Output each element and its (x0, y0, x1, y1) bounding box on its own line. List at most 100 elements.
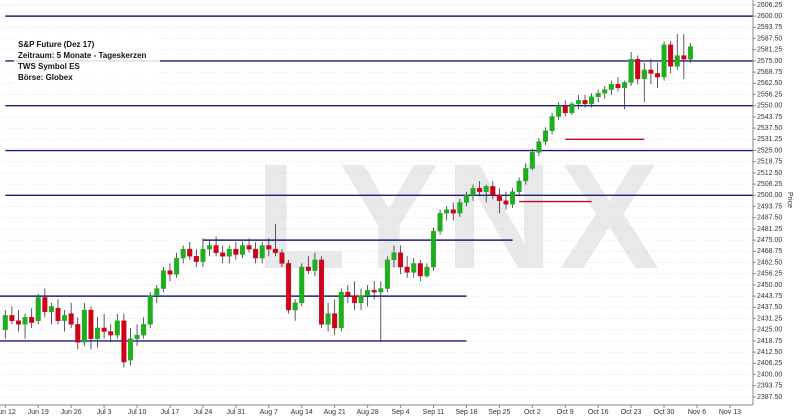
candle-body (95, 327, 101, 339)
candle-body (213, 245, 219, 253)
candle-body (174, 257, 180, 275)
candle-body (622, 82, 628, 89)
candle-body (246, 245, 252, 250)
y-tick-label: 2475.00 (757, 237, 782, 244)
candle-body (641, 69, 647, 80)
candle-body (371, 290, 377, 293)
candle-body (233, 248, 239, 255)
x-tick-label: Jun 26 (61, 409, 82, 416)
candle-body (490, 186, 496, 196)
candle-body (470, 187, 476, 196)
candle-body (338, 291, 344, 329)
y-tick-label: 2550.00 (757, 103, 782, 110)
candle-body (417, 263, 423, 277)
y-tick-label: 2393.75 (757, 383, 782, 390)
x-tick-label: Nov 6 (688, 409, 706, 416)
candle-body (575, 100, 581, 105)
y-tick-label: 2481.25 (757, 226, 782, 233)
y-tick-label: 2506.25 (757, 181, 782, 188)
x-tick-label: Aug 21 (324, 409, 346, 416)
candle-body (193, 256, 199, 262)
candle-body (516, 180, 522, 192)
y-tick-label: 2462.50 (757, 259, 782, 266)
y-tick-label: 2450.00 (757, 282, 782, 289)
candle-body (549, 116, 555, 132)
candle-body (147, 295, 153, 325)
candle-body (687, 46, 693, 60)
y-tick-label: 2406.25 (757, 360, 782, 367)
candle-body (556, 105, 562, 117)
y-tick-label: 2400.00 (757, 371, 782, 378)
candle-body (615, 84, 621, 89)
y-tick-label: 2493.75 (757, 203, 782, 210)
candle-body (286, 263, 292, 311)
candle-body (48, 306, 54, 313)
candle-body (569, 103, 575, 114)
candle-body (582, 100, 588, 105)
candle-body (62, 315, 68, 321)
candle-body (510, 191, 516, 205)
candle-body (55, 308, 61, 321)
candle-body (88, 309, 94, 339)
candle-body (351, 295, 357, 304)
candle-body (608, 84, 614, 90)
candle-body (661, 44, 667, 78)
y-tick-label: 2500.00 (757, 192, 782, 199)
candle-body (200, 248, 206, 262)
candle-body (536, 141, 542, 153)
y-tick-label: 2531.25 (757, 136, 782, 143)
y-tick-label: 2575.00 (757, 58, 782, 65)
candle-body (226, 248, 232, 257)
candle-body (345, 291, 351, 296)
y-tick-label: 2518.75 (757, 159, 782, 166)
candle-body (332, 313, 338, 329)
candle-body (292, 302, 298, 311)
x-tick-label: Jul 17 (161, 409, 180, 416)
candle-body (114, 320, 120, 336)
candle-body (635, 58, 641, 80)
candle-body (477, 187, 483, 192)
candle-body (22, 316, 28, 325)
candle-body (424, 266, 430, 277)
candle-body (299, 266, 305, 304)
candle-body (101, 327, 107, 332)
x-tick-label: Jul 10 (128, 409, 147, 416)
y-tick-label: 2425.00 (757, 327, 782, 334)
info-box (14, 38, 160, 84)
candle-body (68, 313, 74, 325)
y-tick-label: 2593.75 (757, 24, 782, 31)
y-tick-label: 2443.75 (757, 293, 782, 300)
candle-body (134, 334, 140, 339)
y-axis-label: Price (786, 192, 793, 208)
x-tick-label: Oct 2 (524, 409, 541, 416)
y-tick-label: 2581.25 (757, 47, 782, 54)
candle-body (305, 266, 311, 271)
candle-body (404, 266, 410, 273)
candle-body (437, 213, 443, 232)
candle-body (220, 252, 226, 257)
info-title: S&P Future (Dez 17) (18, 40, 95, 49)
candle-body (15, 320, 21, 325)
candle-body (595, 92, 601, 97)
candle-body (259, 245, 265, 259)
candle-body (529, 152, 535, 169)
y-tick-label: 2512.50 (757, 170, 782, 177)
candle-body (253, 248, 259, 259)
x-tick-label: Nov 13 (719, 409, 741, 416)
candle-body (127, 338, 133, 361)
y-tick-label: 2600.00 (757, 13, 782, 20)
candle-body (378, 288, 384, 293)
y-tick-label: 2606.25 (757, 2, 782, 9)
y-tick-label: 2468.75 (757, 248, 782, 255)
candle-body (391, 252, 397, 261)
candle-body (318, 259, 325, 325)
y-tick-label: 2543.75 (757, 114, 782, 121)
candle-body (430, 230, 437, 268)
candle-body (457, 202, 463, 214)
y-tick-label: 2487.50 (757, 215, 782, 222)
candle-body (503, 200, 509, 205)
candle-body (496, 195, 502, 201)
candle-body (29, 316, 35, 323)
candle-body (450, 209, 456, 214)
